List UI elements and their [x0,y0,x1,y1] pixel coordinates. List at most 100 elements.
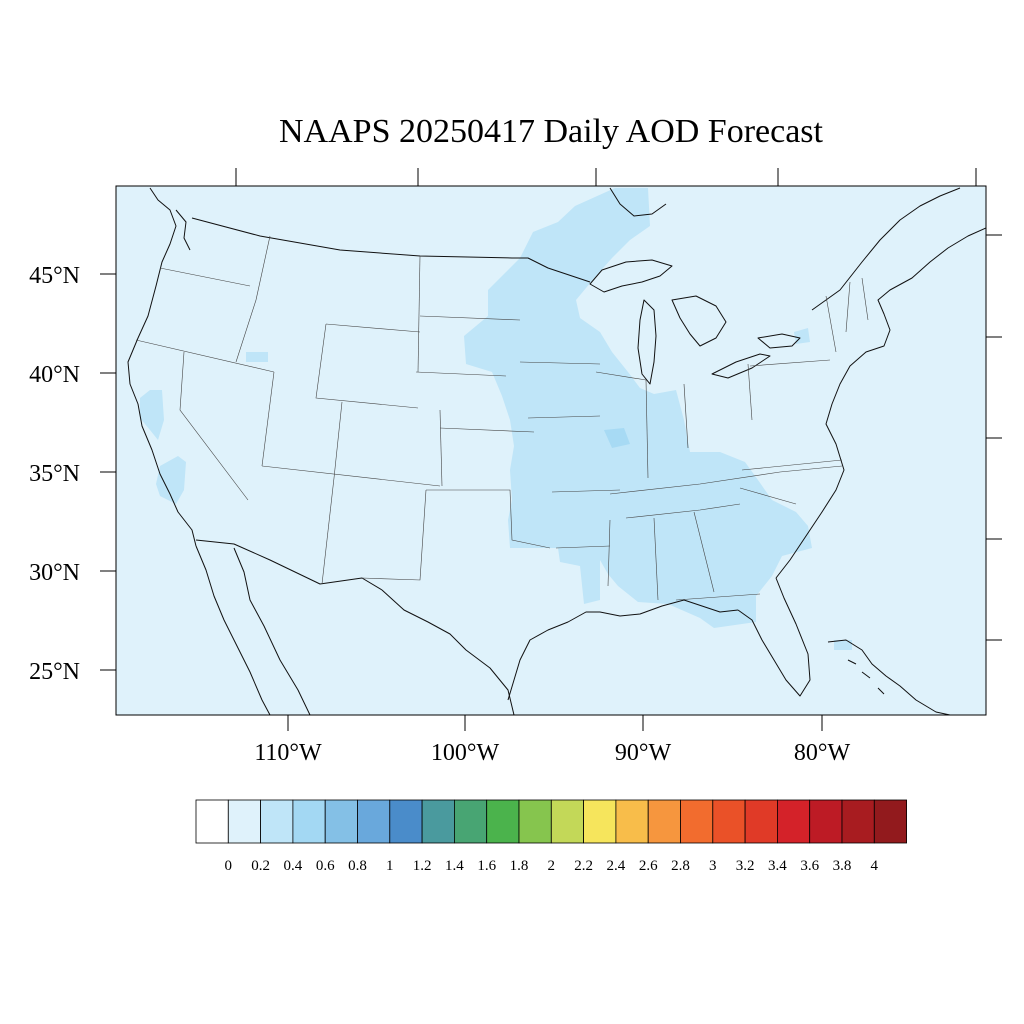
lat-label: 40°N [29,362,80,388]
gulf-of-california-coast [233,547,311,715]
lon-label: 100°W [431,740,500,766]
colorbar-box [518,799,552,844]
colorbar-label: 2.4 [607,858,626,874]
colorbar-box [421,799,455,844]
colorbar-box [647,799,681,844]
aod-plume-idaho [246,352,268,362]
puget-sound [175,209,191,251]
colorbar-box [357,799,391,844]
map-title: NAAPS 20250417 Daily AOD Forecast [279,113,824,150]
colorbar-label: 0.4 [284,858,303,874]
state-line-mn-ia [519,361,601,365]
colorbar-label: 0.8 [348,858,367,874]
colorbar-box [550,799,584,844]
state-line-la-ms [607,519,611,587]
state-line-tn-south [625,503,741,519]
colorbar-box [486,799,520,844]
state-line-ca-nv [179,351,249,501]
state-line-nc-sc [739,487,797,505]
state-line-va-nc [741,459,843,471]
colorbar-label: 1 [386,858,394,874]
lat-label: 45°N [29,263,80,289]
colorbar-box [260,799,294,844]
gulf-coast [507,599,739,701]
canada-us-border [191,217,591,283]
state-line-tn-north [609,465,843,495]
state-line-id [235,235,271,363]
aod-plume-central-corridor [464,188,812,628]
state-line-nd-sd [419,315,521,321]
great-lakes-ontario [757,333,801,349]
coastlines-and-borders [127,187,986,715]
aod-plume-california-south [156,456,186,504]
west-coastline [127,187,197,547]
colorbar-label: 3.2 [736,858,755,874]
colorbar-label: 3.4 [768,858,787,874]
st-lawrence [811,187,961,311]
lat-label: 25°N [29,659,80,685]
hudson-bay-coast [609,187,667,217]
state-line-oh-pa [747,363,753,421]
colorbar-label: 2.2 [574,858,593,874]
aod-plumes [140,188,852,650]
colorbar-box [744,799,778,844]
colorbar-box [389,799,423,844]
map-panel: 45°N 40°N 35°N 30°N 25°N 110°W 100°W 90°… [29,168,1002,766]
great-lakes-erie [711,353,771,379]
state-line-ia-mo [527,415,601,419]
colorbar-label: 3.8 [833,858,852,874]
lon-label: 110°W [254,740,322,766]
state-line-ms-al [653,517,659,601]
great-lakes-michigan [637,299,657,385]
colorbar-label: 1.2 [413,858,432,874]
colorbar-label: 0.6 [316,858,335,874]
state-line-wy [315,323,419,409]
state-line-ga-fl [675,593,761,601]
state-line-ok [426,489,551,549]
aod-plume-illinois-spot [604,428,630,448]
state-line-co-ks [439,409,443,487]
colorbar-label: 0 [225,858,233,874]
state-line-ne-ks [439,427,535,433]
colorbar-label: 3.6 [800,858,819,874]
state-line-pa-ny [749,359,831,367]
colorbar-box [583,799,617,844]
state-line-wa-or [159,267,251,287]
florida-coast [737,577,811,697]
state-line-sd-ne [415,371,507,377]
colorbar-box [195,799,229,844]
colorbar-label: 1.4 [445,858,464,874]
aod-plume-california-central [140,390,164,440]
cuba-coast [827,639,951,715]
colorbar-label: 4 [871,858,879,874]
state-line-nm-tx [361,489,427,581]
colorbar: 0 0.2 0.4 0.6 0.8 1 1.2 1.4 1.6 1.8 2 2.2 2.4 2.6 2.8 3… [195,799,907,874]
lon-label: 80°W [794,740,851,766]
colorbar-box [227,799,262,844]
colorbar-box [615,799,649,844]
colorbar-box [841,799,875,844]
colorbar-label: 2.8 [671,858,690,874]
east-coastline [775,227,986,579]
colorbar-label: 2.6 [639,858,658,874]
map-ticks [100,168,1002,731]
colorbar-box [292,799,326,844]
state-line-mt-dakotas [417,255,421,373]
colorbar-box [324,799,358,844]
longitude-labels: 110°W 100°W 90°W 80°W [254,740,850,766]
state-line-wi-il [595,371,647,381]
baja-coast [195,545,271,715]
colorbar-labels: 0 0.2 0.4 0.6 0.8 1 1.2 1.4 1.6 1.8 2 2.2 2.4 2.6 2.8 3… [225,858,879,874]
lat-label: 35°N [29,461,80,487]
colorbar-box [453,799,488,844]
state-line-mo-ar [551,489,621,493]
state-line-il-in [645,379,649,479]
state-line-az-nm [321,477,335,585]
colorbar-label: 3 [709,858,717,874]
state-boundaries [135,235,869,601]
colorbar-label: 2 [548,858,556,874]
colorbar-box [712,799,746,844]
bahamas [847,659,885,695]
state-line-new-england [825,277,869,353]
